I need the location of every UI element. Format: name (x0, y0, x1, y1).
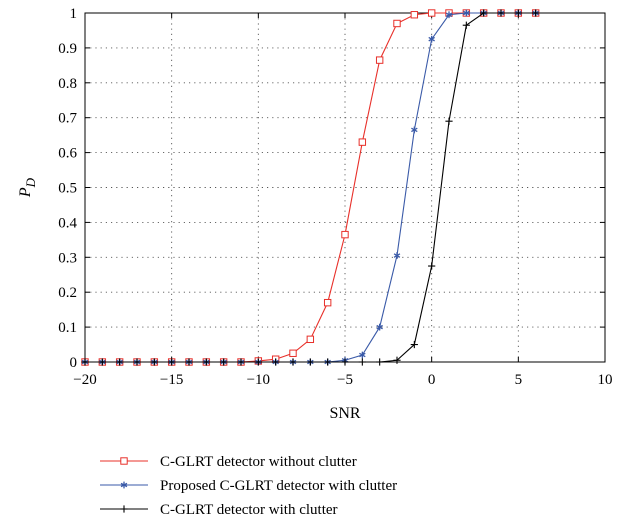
data-point (306, 358, 314, 366)
y-tick-label: 0.4 (58, 215, 77, 231)
data-point (393, 19, 401, 28)
y-tick-label: 0.1 (58, 320, 77, 336)
data-point (428, 35, 435, 43)
series-layer (81, 9, 540, 366)
data-point (497, 9, 505, 17)
y-tick-label: 0 (70, 355, 78, 371)
data-point (445, 117, 453, 125)
x-tick-label: −5 (337, 372, 353, 388)
data-point (376, 323, 383, 331)
y-axis-title: PD (17, 177, 38, 198)
data-point (463, 9, 470, 17)
x-tick-label: −20 (73, 372, 96, 388)
legend-label: C-GLRT detector without clutter (160, 454, 357, 470)
y-tick-label: 0.2 (58, 285, 77, 301)
y-axis-title-subscript: D (23, 177, 38, 188)
data-point (358, 358, 366, 366)
data-point (168, 358, 176, 366)
data-point (289, 358, 297, 366)
y-tick-label: 0.7 (58, 111, 77, 127)
svg-text:PD: PD (17, 177, 38, 198)
data-point (445, 11, 453, 19)
axis-ticks: −20 −15 −10 −5 0 5 10 0 0.1 0.2 0.3 0.4 0.5 0.6 0.7 0.8… (58, 6, 612, 388)
data-point (341, 358, 349, 366)
data-point (358, 138, 367, 146)
data-point (323, 298, 332, 307)
legend-label: Proposed C-GLRT detector with clutter (160, 478, 397, 494)
data-point (428, 262, 436, 270)
y-axis-title-main: P (17, 187, 34, 198)
legend-item-2: Proposed C-GLRT detector with clutter (100, 478, 397, 494)
legend-label: C-GLRT detector with clutter (160, 502, 338, 518)
data-point (185, 358, 193, 366)
y-tick-label: 0.6 (58, 146, 77, 162)
data-point (410, 340, 418, 349)
data-point (532, 9, 540, 17)
data-point (254, 358, 262, 366)
data-point (375, 56, 384, 64)
series-3 (81, 9, 540, 366)
data-point (427, 9, 436, 17)
data-point (359, 351, 366, 359)
data-point (120, 481, 128, 489)
data-point (272, 358, 280, 366)
data-point (237, 358, 245, 366)
data-point (410, 11, 419, 19)
data-point (514, 9, 522, 17)
y-tick-label: 0.3 (58, 250, 77, 266)
x-tick-label: 0 (428, 372, 436, 388)
legend: C-GLRT detector without clutter Proposed … (100, 454, 397, 518)
data-point (462, 21, 470, 29)
x-tick-label: −15 (160, 372, 183, 388)
x-tick-label: −10 (247, 372, 270, 388)
x-tick-label: 5 (515, 372, 523, 388)
y-tick-label: 0.9 (58, 41, 77, 57)
legend-item-3: C-GLRT detector with clutter (100, 502, 338, 518)
data-point (220, 358, 228, 366)
data-point (480, 9, 488, 17)
y-tick-label: 0.8 (58, 76, 77, 92)
data-point (289, 349, 297, 357)
data-point (376, 358, 384, 366)
data-point (133, 358, 141, 366)
data-point (341, 230, 349, 239)
x-axis-title: SNR (329, 405, 360, 422)
data-point (120, 457, 128, 465)
data-point (116, 358, 124, 366)
y-tick-label: 0.5 (58, 181, 77, 197)
data-point (98, 358, 106, 366)
grid (85, 13, 605, 362)
y-tick-label: 1 (70, 6, 78, 22)
data-point (393, 356, 401, 364)
data-point (393, 252, 401, 259)
data-point (411, 126, 418, 134)
data-point (150, 358, 158, 366)
legend-item-1: C-GLRT detector without clutter (100, 454, 357, 470)
data-point (324, 358, 332, 366)
data-point (202, 358, 210, 366)
data-point (120, 505, 128, 513)
data-point (306, 335, 315, 344)
data-point (81, 358, 89, 366)
x-tick-label: 10 (598, 372, 613, 388)
